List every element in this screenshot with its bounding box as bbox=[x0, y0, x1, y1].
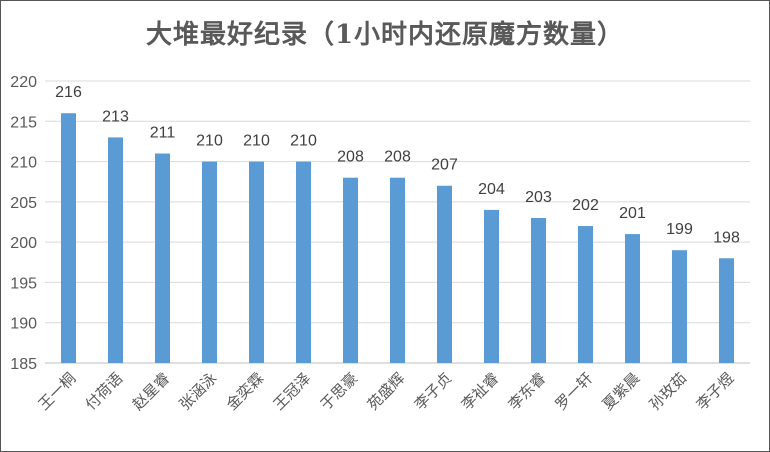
x-tick-label: 金奕霖 bbox=[223, 369, 268, 414]
chart-title: 大堆最好纪录（1小时内还原魔方数量） bbox=[145, 20, 625, 50]
data-label: 201 bbox=[619, 205, 646, 222]
data-labels: 216 213 211 210 210 210 208 208 207 204 203 202 201 1… bbox=[55, 84, 740, 246]
data-label: 198 bbox=[713, 229, 740, 246]
x-tick-label: 苑盛辉 bbox=[364, 369, 409, 414]
data-label: 202 bbox=[572, 197, 599, 214]
x-tick-label: 赵星睿 bbox=[129, 369, 174, 414]
data-label: 207 bbox=[431, 157, 458, 174]
x-tick-label: 王冠泽 bbox=[270, 369, 315, 414]
x-tick-label: 张涵泳 bbox=[176, 369, 221, 414]
data-label: 210 bbox=[290, 133, 317, 150]
data-label: 213 bbox=[102, 108, 129, 125]
y-axis-ticks: 185 190 195 200 205 210 215 220 bbox=[10, 74, 37, 373]
bar bbox=[108, 137, 123, 363]
y-tick-label: 220 bbox=[10, 74, 37, 91]
y-tick-label: 195 bbox=[10, 275, 37, 292]
bar bbox=[578, 226, 593, 363]
data-label: 211 bbox=[150, 125, 176, 142]
bar bbox=[531, 217, 546, 363]
x-tick-label: 孙玫茹 bbox=[646, 369, 691, 414]
x-tick-label: 罗一轩 bbox=[552, 369, 597, 414]
bar bbox=[155, 153, 170, 363]
data-label: 199 bbox=[666, 221, 693, 238]
x-tick-label: 于思豪 bbox=[317, 369, 362, 414]
data-label: 204 bbox=[478, 181, 505, 198]
data-label: 208 bbox=[384, 149, 411, 166]
y-tick-label: 210 bbox=[10, 155, 37, 172]
bar bbox=[484, 209, 499, 363]
bars bbox=[61, 113, 734, 363]
x-tick-label: 夏紫晨 bbox=[599, 369, 644, 414]
data-label: 210 bbox=[243, 133, 270, 150]
data-label: 208 bbox=[337, 149, 364, 166]
bar bbox=[61, 113, 76, 363]
bar bbox=[672, 250, 687, 363]
bar bbox=[202, 161, 217, 363]
x-tick-label: 王一桐 bbox=[35, 369, 80, 414]
x-tick-label: 李东睿 bbox=[505, 369, 550, 414]
bar bbox=[625, 234, 640, 363]
y-tick-label: 190 bbox=[10, 316, 37, 333]
y-tick-label: 185 bbox=[10, 356, 37, 373]
x-tick-label: 李子煜 bbox=[693, 369, 738, 414]
bar bbox=[719, 258, 734, 363]
x-tick-label: 付荷语 bbox=[82, 369, 127, 414]
x-tick-label: 李祉睿 bbox=[458, 369, 503, 414]
y-tick-label: 200 bbox=[10, 235, 37, 252]
bar bbox=[390, 177, 405, 363]
data-label: 210 bbox=[196, 133, 223, 150]
y-tick-label: 205 bbox=[10, 195, 37, 212]
data-label: 216 bbox=[55, 84, 82, 101]
x-axis-labels: 王一桐 付荷语 赵星睿 张涵泳 金奕霖 王冠泽 于思豪 苑盛辉 李子贞 李祉睿 李东睿 罗一轩 夏紫晨孙… bbox=[35, 369, 738, 414]
x-tick-label: 李子贞 bbox=[411, 369, 456, 414]
bar bbox=[249, 161, 264, 363]
bar bbox=[437, 185, 452, 363]
data-label: 203 bbox=[525, 189, 552, 206]
y-tick-label: 215 bbox=[10, 114, 37, 131]
bar bbox=[343, 177, 358, 363]
bar bbox=[296, 161, 311, 363]
